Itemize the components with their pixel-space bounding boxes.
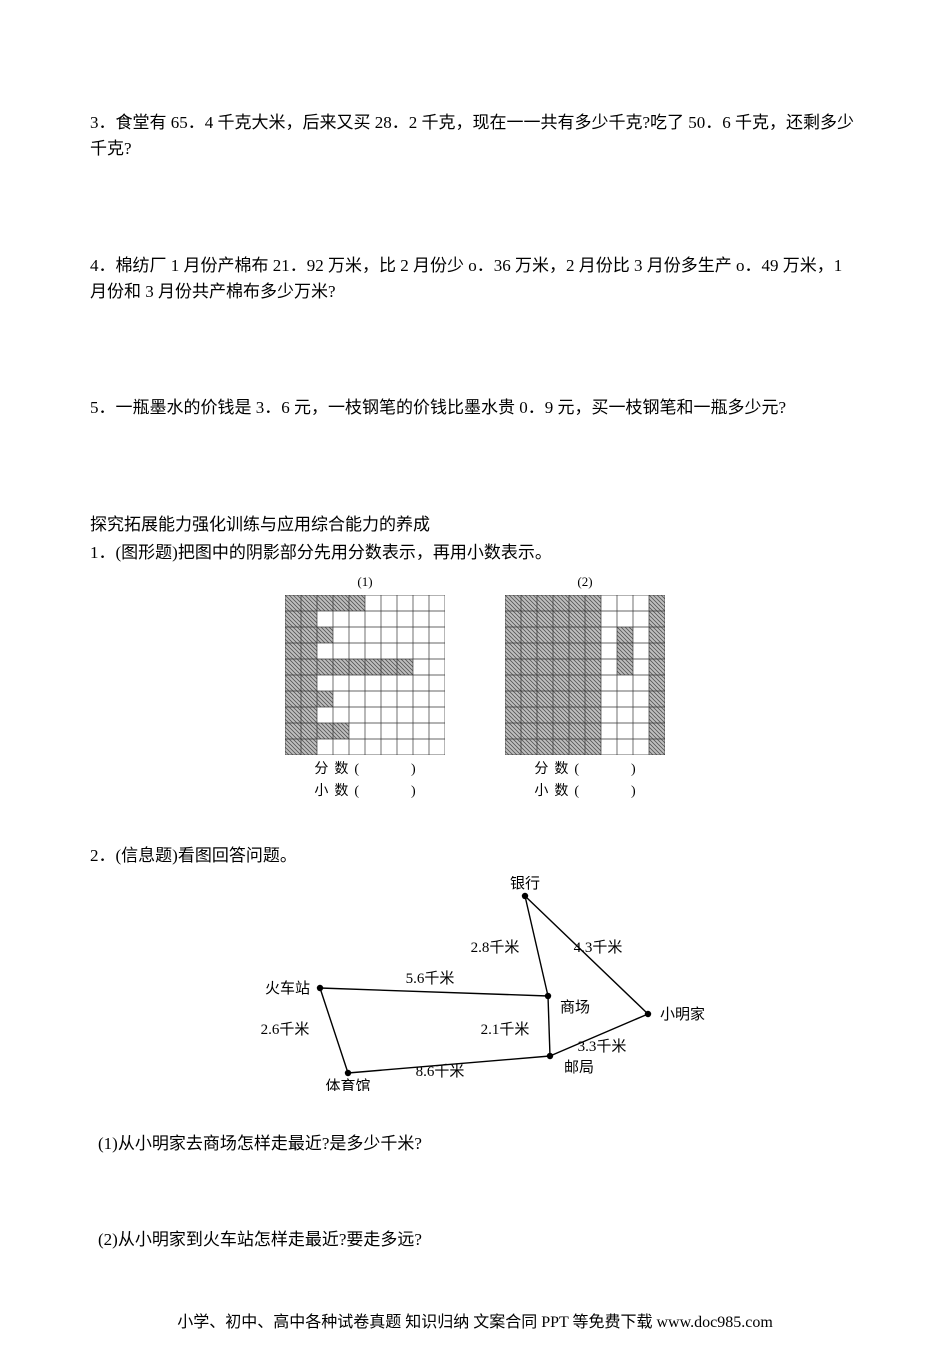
figure-2-block: (2) 分数() 小数() — [505, 572, 665, 803]
svg-text:4.3千米: 4.3千米 — [574, 939, 623, 956]
svg-text:银行: 银行 — [510, 876, 540, 892]
svg-text:邮局: 邮局 — [564, 1059, 594, 1076]
fraction-label: 分数( — [534, 762, 585, 777]
figure-2-answers: 分数() 小数() — [505, 759, 665, 804]
figure-1-label: (1) — [285, 572, 445, 592]
close-paren: ) — [585, 784, 636, 799]
svg-text:小明家: 小明家 — [660, 1006, 705, 1023]
page: 3．食堂有 65．4 千克大米，后来又买 28．2 千克，现在一一共有多少千克?… — [0, 0, 950, 1363]
section-heading: 探究拓展能力强化训练与应用综合能力的养成 — [90, 512, 860, 538]
grid-figure-1 — [285, 595, 445, 755]
decimal-label: 小数( — [534, 784, 585, 799]
footer-text: 小学、初中、高中各种试卷真题 知识归纳 文案合同 PPT 等免费下载 www.d… — [0, 1311, 950, 1336]
svg-text:8.6千米: 8.6千米 — [416, 1063, 465, 1080]
info-sub-1: (1)从小明家去商场怎样走最近?是多少千米? — [90, 1131, 860, 1157]
info-question-prompt: 2．(信息题)看图回答问题。 — [90, 843, 860, 869]
figure-2-label: (2) — [505, 572, 665, 592]
decimal-label: 小数( — [314, 784, 365, 799]
svg-text:2.6千米: 2.6千米 — [261, 1021, 310, 1038]
question-3: 3．食堂有 65．4 千克大米，后来又买 28．2 千克，现在一一共有多少千克?… — [90, 110, 860, 163]
map-wrap: 2.8千米 4.3千米 5.6千米 2.6千米 2.1千米 3.3千米 8.6千米 银行火车站… — [90, 876, 860, 1091]
svg-text:火车站: 火车站 — [265, 980, 310, 997]
close-paren: ) — [585, 762, 636, 777]
svg-text:商场: 商场 — [560, 999, 590, 1016]
close-paren: ) — [365, 762, 416, 777]
figure-1-block: (1) 分数() 小数() — [285, 572, 445, 803]
fraction-label: 分数( — [314, 762, 365, 777]
info-sub-2: (2)从小明家到火车站怎样走最近?要走多远? — [90, 1227, 860, 1253]
close-paren: ) — [365, 784, 416, 799]
figure-row: (1) 分数() 小数() (2) 分数() 小数() — [90, 572, 860, 803]
map-diagram: 2.8千米 4.3千米 5.6千米 2.6千米 2.1千米 3.3千米 8.6千米 银行火车站… — [240, 876, 710, 1091]
question-3-text: 3．食堂有 65．4 千克大米，后来又买 28．2 千克，现在一一共有多少千克?… — [90, 113, 854, 158]
question-4: 4．棉纺厂 1 月份产棉布 21．92 万米，比 2 月份少 o．36 万米，2… — [90, 253, 860, 306]
picture-question-prompt: 1．(图形题)把图中的阴影部分先用分数表示，再用小数表示。 — [90, 540, 860, 566]
svg-text:2.8千米: 2.8千米 — [471, 939, 520, 956]
question-5: 5．一瓶墨水的价钱是 3．6 元，一枝钢笔的价钱比墨水贵 0．9 元，买一枝钢笔… — [90, 395, 860, 421]
question-4-text: 4．棉纺厂 1 月份产棉布 21．92 万米，比 2 月份少 o．36 万米，2… — [90, 256, 842, 301]
grid-figure-2 — [505, 595, 665, 755]
question-5-text: 5．一瓶墨水的价钱是 3．6 元，一枝钢笔的价钱比墨水贵 0．9 元，买一枝钢笔… — [90, 398, 786, 417]
svg-text:2.1千米: 2.1千米 — [481, 1021, 530, 1038]
svg-text:3.3千米: 3.3千米 — [578, 1038, 627, 1055]
svg-text:5.6千米: 5.6千米 — [406, 970, 455, 987]
svg-text:体育馆: 体育馆 — [325, 1078, 370, 1091]
figure-1-answers: 分数() 小数() — [285, 759, 445, 804]
